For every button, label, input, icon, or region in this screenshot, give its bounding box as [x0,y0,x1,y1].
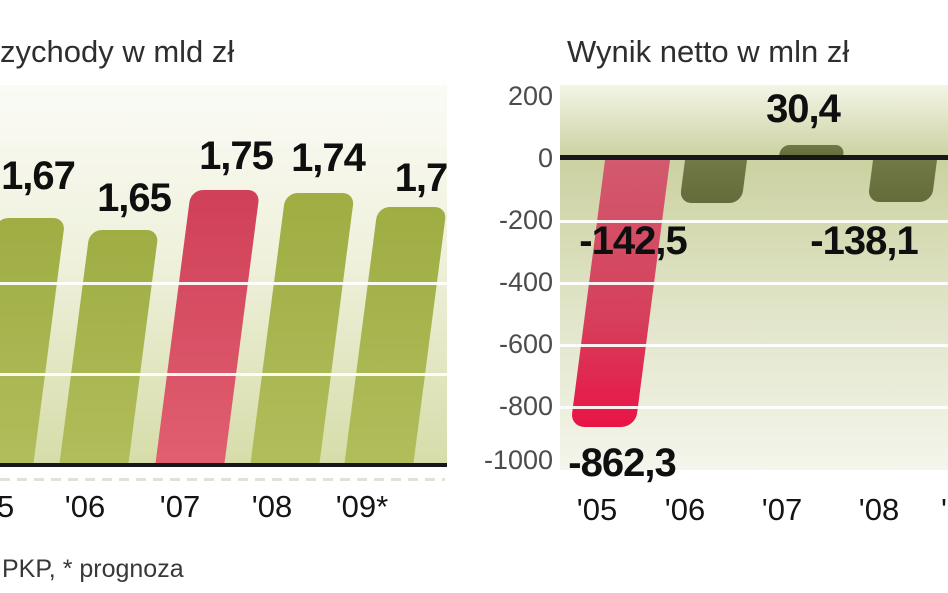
x-label-left-08: '08 [251,489,293,524]
y-tick-0: 0 [537,143,553,173]
bar-net-08 [867,160,937,202]
left-chart-title: zychody w mld zł [0,33,235,69]
x-label-right-08: '08 [858,492,900,527]
value-label-revenue-09: 1,7 [394,156,449,200]
value-label-revenue-08: 1,74 [291,136,366,180]
bar-revenue-07-highlight [155,190,260,467]
x-label-left-09: '09* [335,489,389,524]
value-label-revenue-05: 1,67 [1,154,76,198]
right-gridline-neg200 [560,220,948,223]
x-label-left-05: '05 [0,489,15,524]
y-tick-neg200: -200 [498,205,553,235]
right-gridline-neg800 [560,406,948,409]
source-note: PKP, * prognoza [2,555,184,583]
y-tick-neg400: -400 [498,267,553,297]
x-label-left-06: '06 [64,489,106,524]
bar-revenue-06 [59,230,159,467]
x-label-right-07: '07 [761,492,803,527]
bar-revenue-05 [0,218,66,467]
y-tick-neg600: -600 [498,329,553,359]
left-gridline-2 [0,373,447,376]
right-gridline-neg400 [560,282,948,285]
x-label-right-05: '05 [576,492,618,527]
left-gridline-1 [0,282,447,285]
bar-revenue-09 [344,207,447,467]
y-tick-200: 200 [507,81,553,111]
value-label-net-07: 30,4 [766,87,841,131]
right-chart-title: Wynik netto w mln zł [567,33,850,69]
value-label-revenue-07: 1,75 [199,134,274,178]
left-x-axis-line [0,463,447,467]
x-label-right-09-clipped: '09 [941,492,948,527]
right-gridline-neg600 [560,344,948,347]
bar-net-05-highlight [570,160,670,427]
bar-net-06 [679,160,747,203]
bar-revenue-08 [250,193,355,467]
value-label-net-08: -138,1 [810,219,918,263]
y-tick-neg800: -800 [498,391,553,421]
value-label-net-05: -862,3 [568,441,676,485]
x-label-left-07: '07 [159,489,201,524]
left-plot-area [0,85,447,467]
x-label-right-06: '06 [664,492,706,527]
right-plot-area [560,85,948,470]
value-label-revenue-06: 1,65 [97,176,172,220]
value-label-net-06: -142,5 [579,219,687,263]
left-axis-shadow-strip [0,478,445,481]
y-tick-neg1000: -1000 [483,445,553,475]
right-zero-axis-line [560,155,948,160]
